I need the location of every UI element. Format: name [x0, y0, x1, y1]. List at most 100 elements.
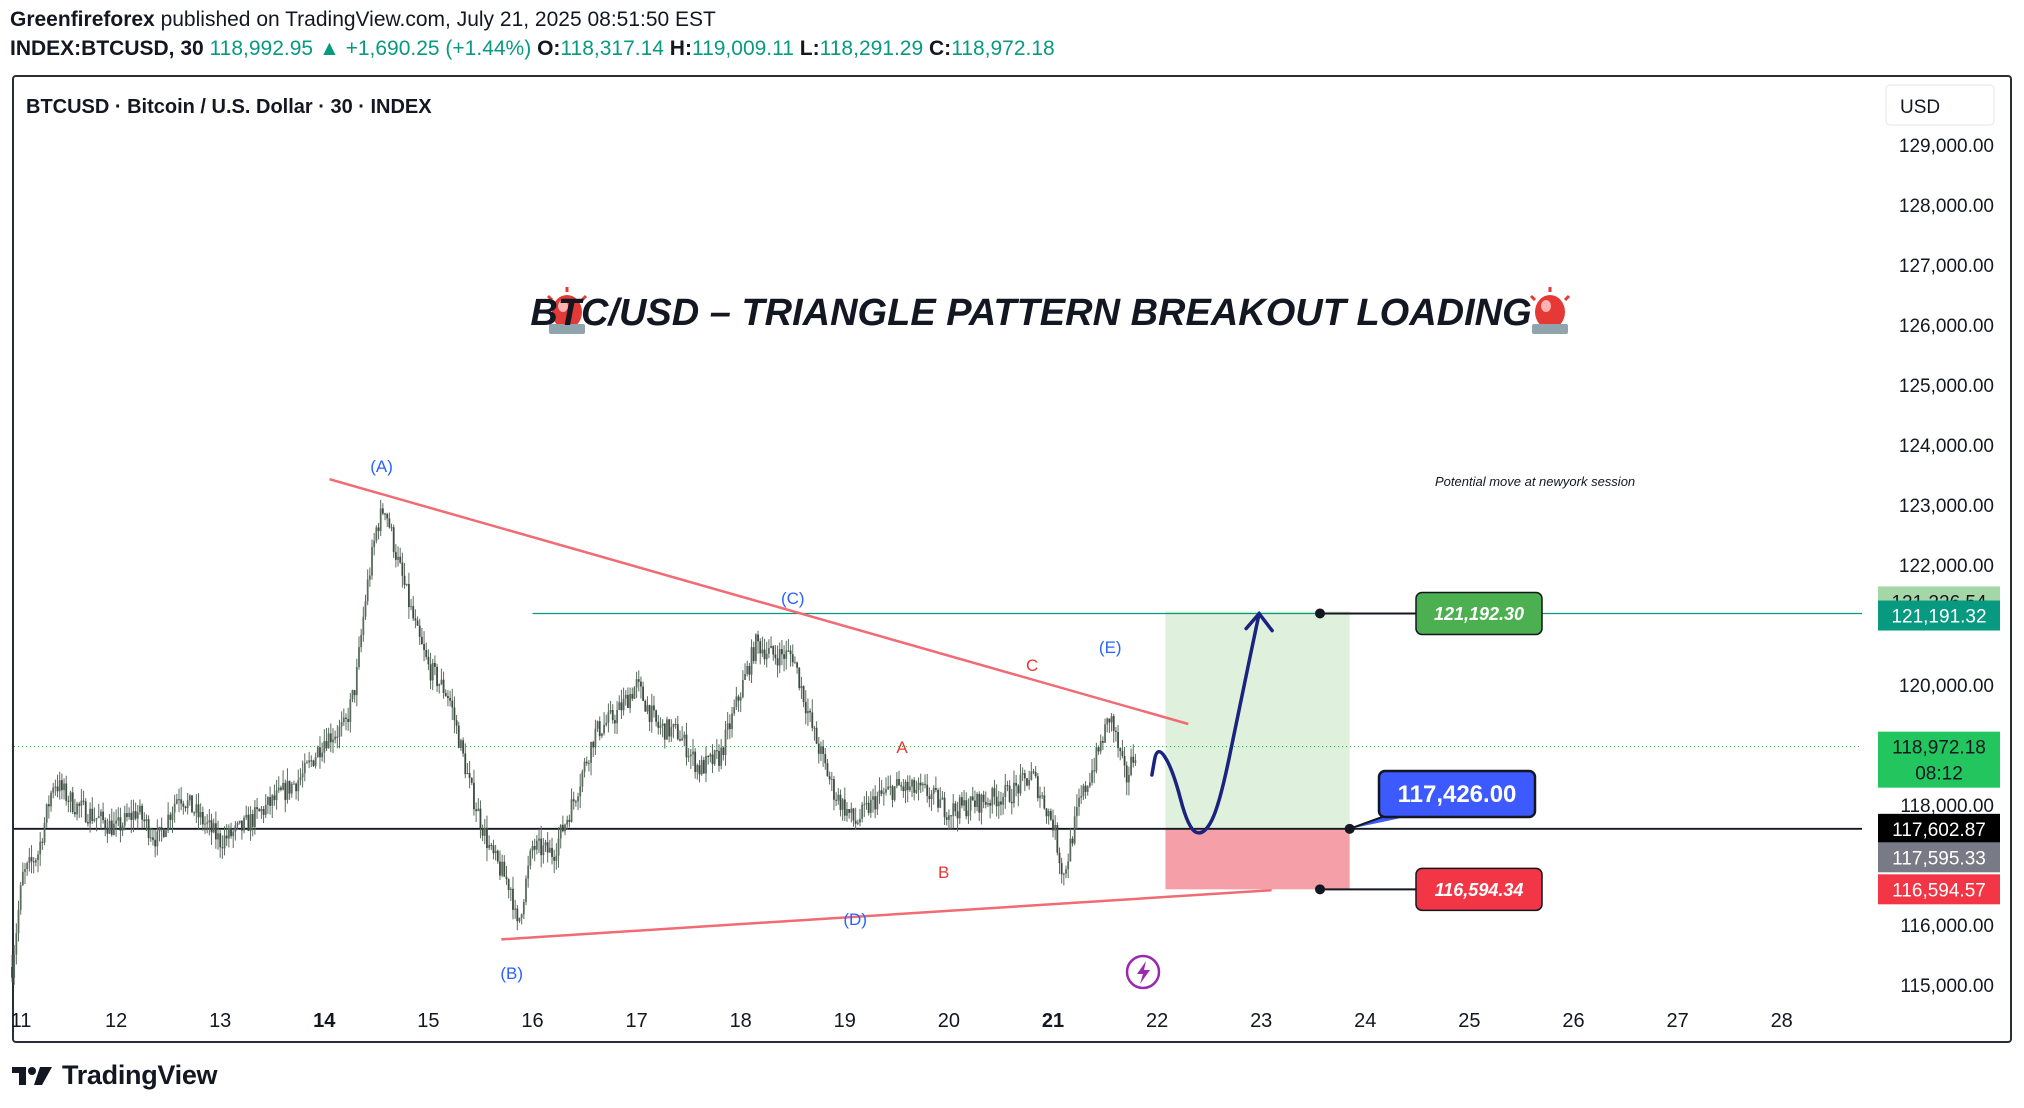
candle-body	[696, 765, 699, 772]
candle-body	[512, 888, 514, 910]
target-zone[interactable]	[1165, 611, 1350, 829]
candle-body	[334, 736, 337, 740]
candle-body	[340, 722, 343, 727]
candle-body	[989, 803, 992, 806]
stop-price-label[interactable]	[1415, 867, 1543, 912]
lightning-event-icon[interactable]	[1125, 954, 1161, 990]
candle-body	[479, 808, 482, 829]
candle-body	[674, 724, 677, 726]
target-price-label[interactable]	[1415, 591, 1543, 636]
candle-body	[809, 710, 811, 713]
wave-label: (A)	[370, 457, 393, 476]
candle-body	[182, 803, 185, 807]
candle-body	[622, 698, 625, 711]
candle-body	[373, 540, 376, 548]
candle-body	[776, 658, 779, 666]
candle-body	[772, 645, 775, 655]
candle-body	[876, 795, 879, 810]
projected-path[interactable]	[1150, 611, 1261, 835]
candle-body	[490, 844, 493, 846]
candle-body	[481, 828, 484, 836]
candle-body	[223, 835, 226, 849]
candle-body	[561, 824, 564, 832]
triangle-lower-trendline[interactable]	[501, 888, 1272, 941]
y-tick-label: 129,000.00	[1899, 136, 1994, 157]
candle-body	[412, 606, 415, 619]
sub-wave-label: A	[896, 738, 908, 757]
candle-body	[882, 792, 885, 794]
candle-body	[160, 827, 163, 830]
candle-body	[663, 723, 666, 740]
candle-body	[1073, 816, 1076, 844]
candle-body	[212, 823, 215, 833]
y-tick-label: 126,000.00	[1899, 316, 1994, 337]
candle-body	[214, 823, 217, 840]
triangle-upper-trendline[interactable]	[329, 477, 1189, 726]
stop-axis-badge	[1878, 874, 2000, 905]
candle-body	[1125, 765, 1128, 783]
candle-body	[470, 778, 473, 783]
candle-body	[666, 719, 668, 740]
candle-body	[97, 816, 100, 818]
candle-body	[280, 787, 282, 790]
candle-body	[219, 833, 222, 848]
stop-zone[interactable]	[1165, 828, 1350, 890]
candle-body	[728, 723, 731, 730]
candle-body	[178, 799, 180, 801]
candle-body	[722, 747, 725, 755]
candle-body	[1013, 782, 1015, 804]
candle-body	[1095, 747, 1098, 772]
candle-body	[839, 794, 842, 810]
symbol-line: INDEX:BTCUSD, 30	[10, 37, 204, 60]
candle-body	[1086, 786, 1089, 792]
candle-body	[1117, 732, 1119, 749]
entry-price-label-text: 117,426.00	[1398, 781, 1517, 808]
chart-frame[interactable]	[12, 75, 2012, 1043]
candle-body	[180, 799, 183, 804]
candle-body	[932, 787, 935, 794]
candle-body	[368, 575, 371, 580]
candle-body	[587, 762, 590, 764]
candle-body	[748, 665, 751, 675]
candle-body	[221, 847, 224, 849]
candle-body	[531, 845, 534, 851]
candle-body	[692, 751, 694, 755]
entry-price-label[interactable]	[1377, 769, 1537, 819]
rotating-light-icon	[546, 287, 588, 334]
currency-button[interactable]	[1885, 84, 1995, 126]
candle-body	[1112, 716, 1115, 731]
candle-body	[863, 804, 866, 806]
candle-body	[401, 562, 404, 576]
candle-body	[895, 779, 898, 787]
y-tick-label: 118,000.00	[1900, 796, 1994, 817]
candle-body	[54, 786, 57, 788]
candle-body	[262, 808, 265, 815]
candle-body	[672, 724, 675, 728]
candle-body	[791, 654, 794, 663]
candle-body	[1067, 861, 1070, 870]
candle-body	[646, 705, 649, 712]
candle-body	[108, 820, 111, 834]
candle-body	[1034, 771, 1037, 777]
candle-body	[880, 790, 883, 794]
candle-body	[577, 796, 579, 802]
candle-body	[455, 720, 458, 726]
headline: BTC/USD – TRIANGLE PATTERN BREAKOUT LOAD…	[530, 292, 1531, 334]
candle-body	[273, 795, 276, 801]
candle-body	[243, 817, 245, 831]
candle-body	[1114, 730, 1117, 733]
candle-body	[733, 707, 736, 714]
candle-body	[1030, 771, 1033, 780]
support-axis-badge-text: 117,602.87	[1892, 820, 1986, 841]
candle-body	[15, 933, 18, 955]
candle-body	[685, 734, 688, 758]
candle-body	[724, 729, 727, 755]
candle-body	[629, 694, 631, 708]
candle-body	[802, 686, 805, 702]
candle-body	[553, 857, 556, 861]
candle-body	[954, 803, 957, 812]
high-value: 119,009.11	[691, 37, 794, 60]
candle-body	[1000, 801, 1002, 805]
candle-body	[546, 842, 549, 853]
